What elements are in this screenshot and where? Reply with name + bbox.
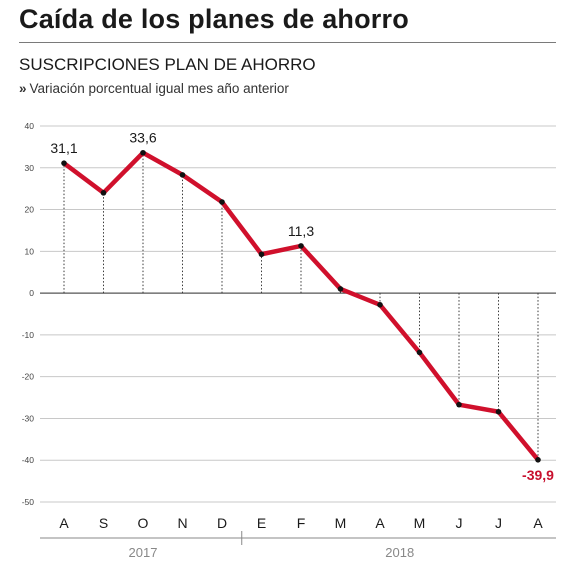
- y-tick-label: 40: [25, 121, 35, 131]
- data-label: 33,6: [129, 130, 156, 146]
- data-point: [416, 349, 423, 356]
- data-label: -39,9: [522, 467, 554, 483]
- data-point: [456, 401, 462, 408]
- y-tick-label: -40: [22, 455, 35, 465]
- data-point: [495, 408, 502, 415]
- x-tick-label: M: [414, 515, 426, 531]
- x-tick-label: O: [138, 515, 149, 531]
- data-point: [219, 199, 225, 205]
- y-tick-label: 10: [25, 246, 35, 256]
- x-tick-label: S: [99, 515, 108, 531]
- title-rule: [19, 42, 556, 43]
- x-tick-label: A: [59, 515, 69, 531]
- data-point: [298, 243, 304, 249]
- y-axis-ticks: 40 30 20 10 0 -10 -20 -30 -40 -50: [22, 121, 35, 507]
- data-point: [377, 302, 383, 308]
- data-label: 31,1: [50, 140, 77, 156]
- chart-title: Caída de los planes de ahorro: [19, 4, 409, 34]
- data-point: [100, 190, 107, 196]
- gridlines: [40, 125, 556, 503]
- drop-lines: [63, 152, 539, 460]
- chart-subtitle: SUSCRIPCIONES PLAN DE AHORRO: [19, 55, 316, 74]
- x-tick-label: A: [533, 515, 543, 531]
- chevron-right-icon: »: [19, 81, 27, 96]
- year-label: 2017: [129, 545, 158, 560]
- y-tick-label: -10: [22, 330, 35, 340]
- data-point: [179, 172, 186, 178]
- x-tick-label: M: [335, 515, 347, 531]
- y-tick-label: 0: [29, 288, 34, 298]
- series-line: [61, 150, 541, 463]
- data-point: [535, 457, 541, 463]
- data-point: [337, 286, 344, 292]
- data-point: [258, 251, 265, 258]
- x-tick-label: J: [495, 515, 502, 531]
- y-tick-label: -30: [22, 413, 35, 423]
- x-tick-label: E: [257, 515, 266, 531]
- x-axis: A S O N D E F M A M J J A 2017 2018: [40, 515, 556, 560]
- data-point: [61, 160, 67, 166]
- y-tick-label: 20: [25, 205, 35, 215]
- note-text: Variación porcentual igual mes año anter…: [29, 81, 289, 96]
- data-point: [140, 149, 146, 156]
- data-labels: 31,1 33,6 11,3 -39,9: [50, 130, 554, 483]
- y-tick-label: 30: [25, 163, 35, 173]
- x-tick-label: J: [456, 515, 463, 531]
- series-line: [61, 150, 541, 463]
- year-label: 2018: [385, 545, 414, 560]
- x-tick-label: N: [177, 515, 187, 531]
- data-points: [61, 149, 541, 463]
- x-tick-label: A: [375, 515, 385, 531]
- data-label: 11,3: [288, 223, 314, 239]
- x-tick-label: D: [217, 515, 227, 531]
- y-tick-label: -20: [22, 372, 35, 382]
- chart-note: » Variación porcentual igual mes año ante…: [19, 81, 289, 96]
- x-tick-label: F: [297, 515, 306, 531]
- y-tick-label: -50: [22, 497, 35, 507]
